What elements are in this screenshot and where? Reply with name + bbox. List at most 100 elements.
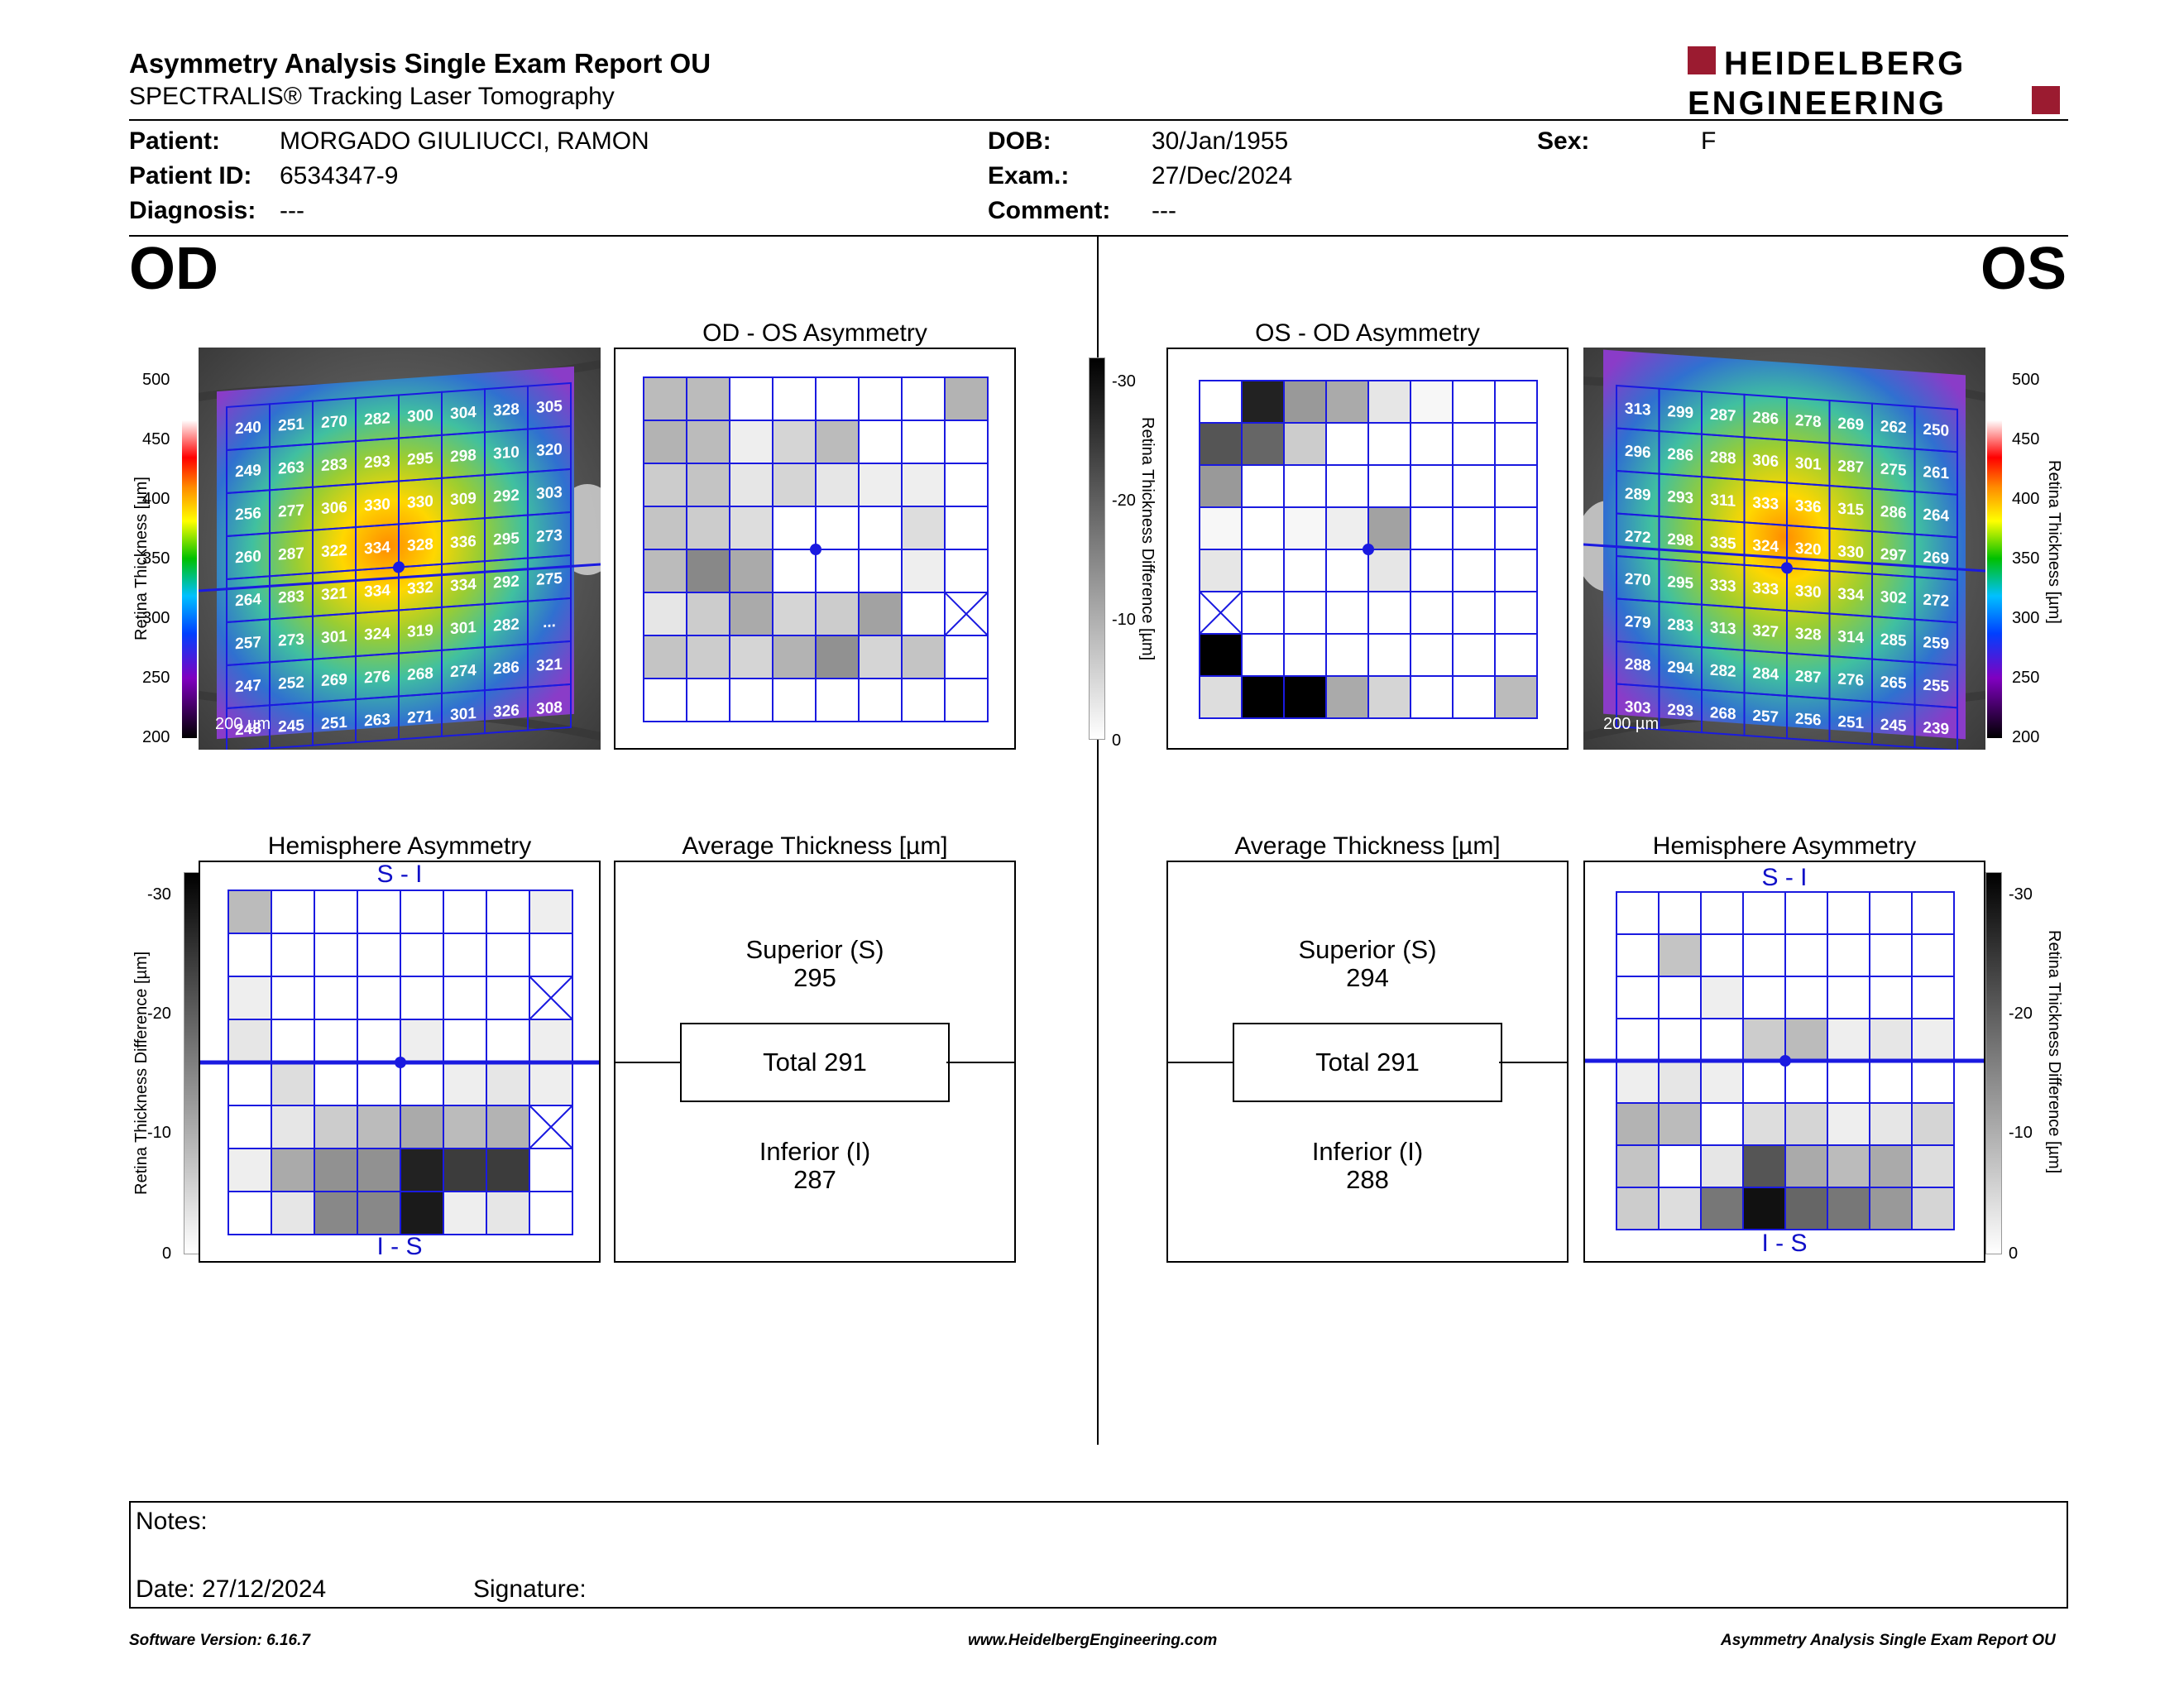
os-thk-value: 255 — [1923, 677, 1949, 696]
od-asym-cell — [815, 678, 860, 722]
od-asym-cell — [686, 463, 730, 507]
os-asym-cell — [1199, 422, 1243, 466]
od-thk-value: 273 — [536, 527, 563, 546]
os-thk-group: 313 299 287 286 278 269 262 250 296 286 288 306 301 2… — [1616, 384, 1958, 750]
os-thk-value: 315 — [1837, 500, 1864, 519]
os-asym-cell — [1199, 549, 1243, 592]
os-hemi-cell — [1827, 891, 1870, 935]
od-thk-value: 268 — [407, 665, 433, 684]
od-asym-cell — [643, 635, 687, 679]
od-thk-fovea-dot — [393, 561, 405, 573]
os-thk-value: 303 — [1625, 698, 1651, 717]
od-hemi-cell — [228, 1062, 272, 1106]
od-asym-cell — [772, 506, 817, 550]
os-thk-value: 333 — [1752, 494, 1779, 513]
os-hemi-cell — [1658, 1187, 1702, 1230]
od-tick-200: 200 — [142, 728, 170, 746]
os-thk-value: 287 — [1710, 406, 1736, 425]
os-hemi-cell — [1616, 1060, 1660, 1104]
os-thk-value: 268 — [1710, 704, 1736, 723]
os-hemi-cell — [1616, 1144, 1660, 1188]
os-superior-value: 294 — [1346, 963, 1389, 992]
os-asym-cell — [1410, 506, 1454, 550]
notes-box[interactable]: Notes: Date: 27/12/2024 Signature: — [129, 1501, 2068, 1609]
od-hemi-cell — [357, 1191, 401, 1235]
od-hemi-cell — [271, 933, 315, 977]
od-thk-value: 326 — [493, 702, 520, 721]
od-hemi-grid — [200, 890, 599, 1235]
os-asym-cell — [1241, 464, 1285, 508]
os-asym-cell — [1241, 549, 1285, 592]
od-hemi-cell — [357, 933, 401, 977]
os-hemi-cell — [1827, 1144, 1870, 1188]
od-hemi-cell — [357, 976, 401, 1020]
os-thk-value: 272 — [1923, 592, 1949, 611]
footer-website[interactable]: www.HeidelbergEngineering.com — [968, 1632, 1218, 1649]
od-tick-300: 300 — [142, 609, 170, 627]
notes-label: Notes: — [136, 1508, 208, 1535]
os-tick-500: 500 — [2012, 371, 2040, 389]
os-hemi-cell — [1616, 1018, 1660, 1062]
od-hemi-tick-0: 0 — [162, 1244, 172, 1263]
od-thk-value: 257 — [235, 634, 261, 653]
os-thk-value: 272 — [1625, 528, 1651, 547]
os-superior-label: Superior (S) — [1298, 935, 1437, 964]
os-hemi-title: Hemisphere Asymmetry — [1652, 832, 1917, 860]
od-thickness-grid: 240 251 270 282 300 304 328 305 249 263 283 293 295 2… — [199, 381, 601, 750]
os-asym-cell — [1325, 380, 1369, 424]
center-tick-0: 0 — [1112, 731, 1122, 750]
os-tick-250: 250 — [2012, 669, 2040, 687]
os-thk-value: 283 — [1667, 616, 1693, 635]
od-hemi-cell — [443, 1148, 487, 1192]
od-thk-value: 263 — [364, 711, 390, 730]
od-hemi-cell — [486, 1019, 530, 1063]
os-hemi-cell — [1616, 1102, 1660, 1146]
od-hemi-cell — [486, 1148, 530, 1192]
os-asym-cell — [1452, 633, 1496, 677]
os-thickness-grid: 313 299 287 286 278 269 262 250 296 286 288 306 301 2… — [1583, 384, 1985, 750]
od-asym-cell — [815, 463, 860, 507]
os-thk-value: 261 — [1923, 463, 1949, 482]
os-tick-350: 350 — [2012, 549, 2040, 568]
svg-text:HEIDELBERG: HEIDELBERG — [1724, 46, 1966, 82]
od-thk-value: 273 — [278, 631, 304, 650]
os-avg-line-right — [1499, 1062, 1569, 1063]
od-asym-excluded-mark — [944, 592, 989, 636]
diagnosis-label: Diagnosis: — [129, 197, 256, 224]
os-asym-cell — [1283, 591, 1327, 635]
od-thk-value: 295 — [493, 530, 520, 549]
os-thk-value: 299 — [1667, 403, 1693, 422]
od-asym-cell — [815, 420, 860, 464]
os-asym-cell — [1199, 380, 1243, 424]
os-asym-cell — [1199, 675, 1243, 719]
os-thk-value: 269 — [1923, 549, 1949, 568]
od-thk-value: 298 — [450, 447, 477, 466]
od-hemi-tick-m30: -30 — [147, 885, 171, 904]
od-asym-cell — [858, 592, 903, 636]
os-hemi-tick-m30: -30 — [2009, 885, 2033, 904]
od-hemi-title: Hemisphere Asymmetry — [267, 832, 532, 860]
os-hemi-cell — [1700, 1018, 1744, 1062]
od-hemi-cell — [486, 1105, 530, 1149]
os-asym-cell — [1241, 506, 1285, 550]
od-hemi-excluded-mark — [529, 1105, 573, 1149]
od-hemi-colorbar — [184, 872, 200, 1254]
os-asym-cell — [1410, 380, 1454, 424]
od-hemi-cell — [357, 1148, 401, 1192]
od-thk-cell — [527, 683, 572, 731]
od-inferior-label: Inferior (I) — [759, 1137, 871, 1166]
os-hemi-cell — [1869, 1144, 1913, 1188]
od-asym-cell — [686, 506, 730, 550]
os-thk-value: 287 — [1795, 668, 1822, 687]
center-tick-m20: -20 — [1112, 492, 1136, 510]
os-hemi-cell — [1742, 976, 1786, 1019]
od-asym-cell — [944, 635, 989, 679]
od-asym-cell — [686, 635, 730, 679]
od-hemi-top-label: S - I — [376, 861, 423, 888]
os-asym-cell — [1410, 633, 1454, 677]
od-avg-line-right — [946, 1062, 1016, 1063]
od-hemi-cell — [228, 1019, 272, 1063]
od-thk-value: 249 — [235, 462, 261, 481]
od-thk-value: 320 — [536, 441, 563, 460]
os-tick-450: 450 — [2012, 430, 2040, 448]
